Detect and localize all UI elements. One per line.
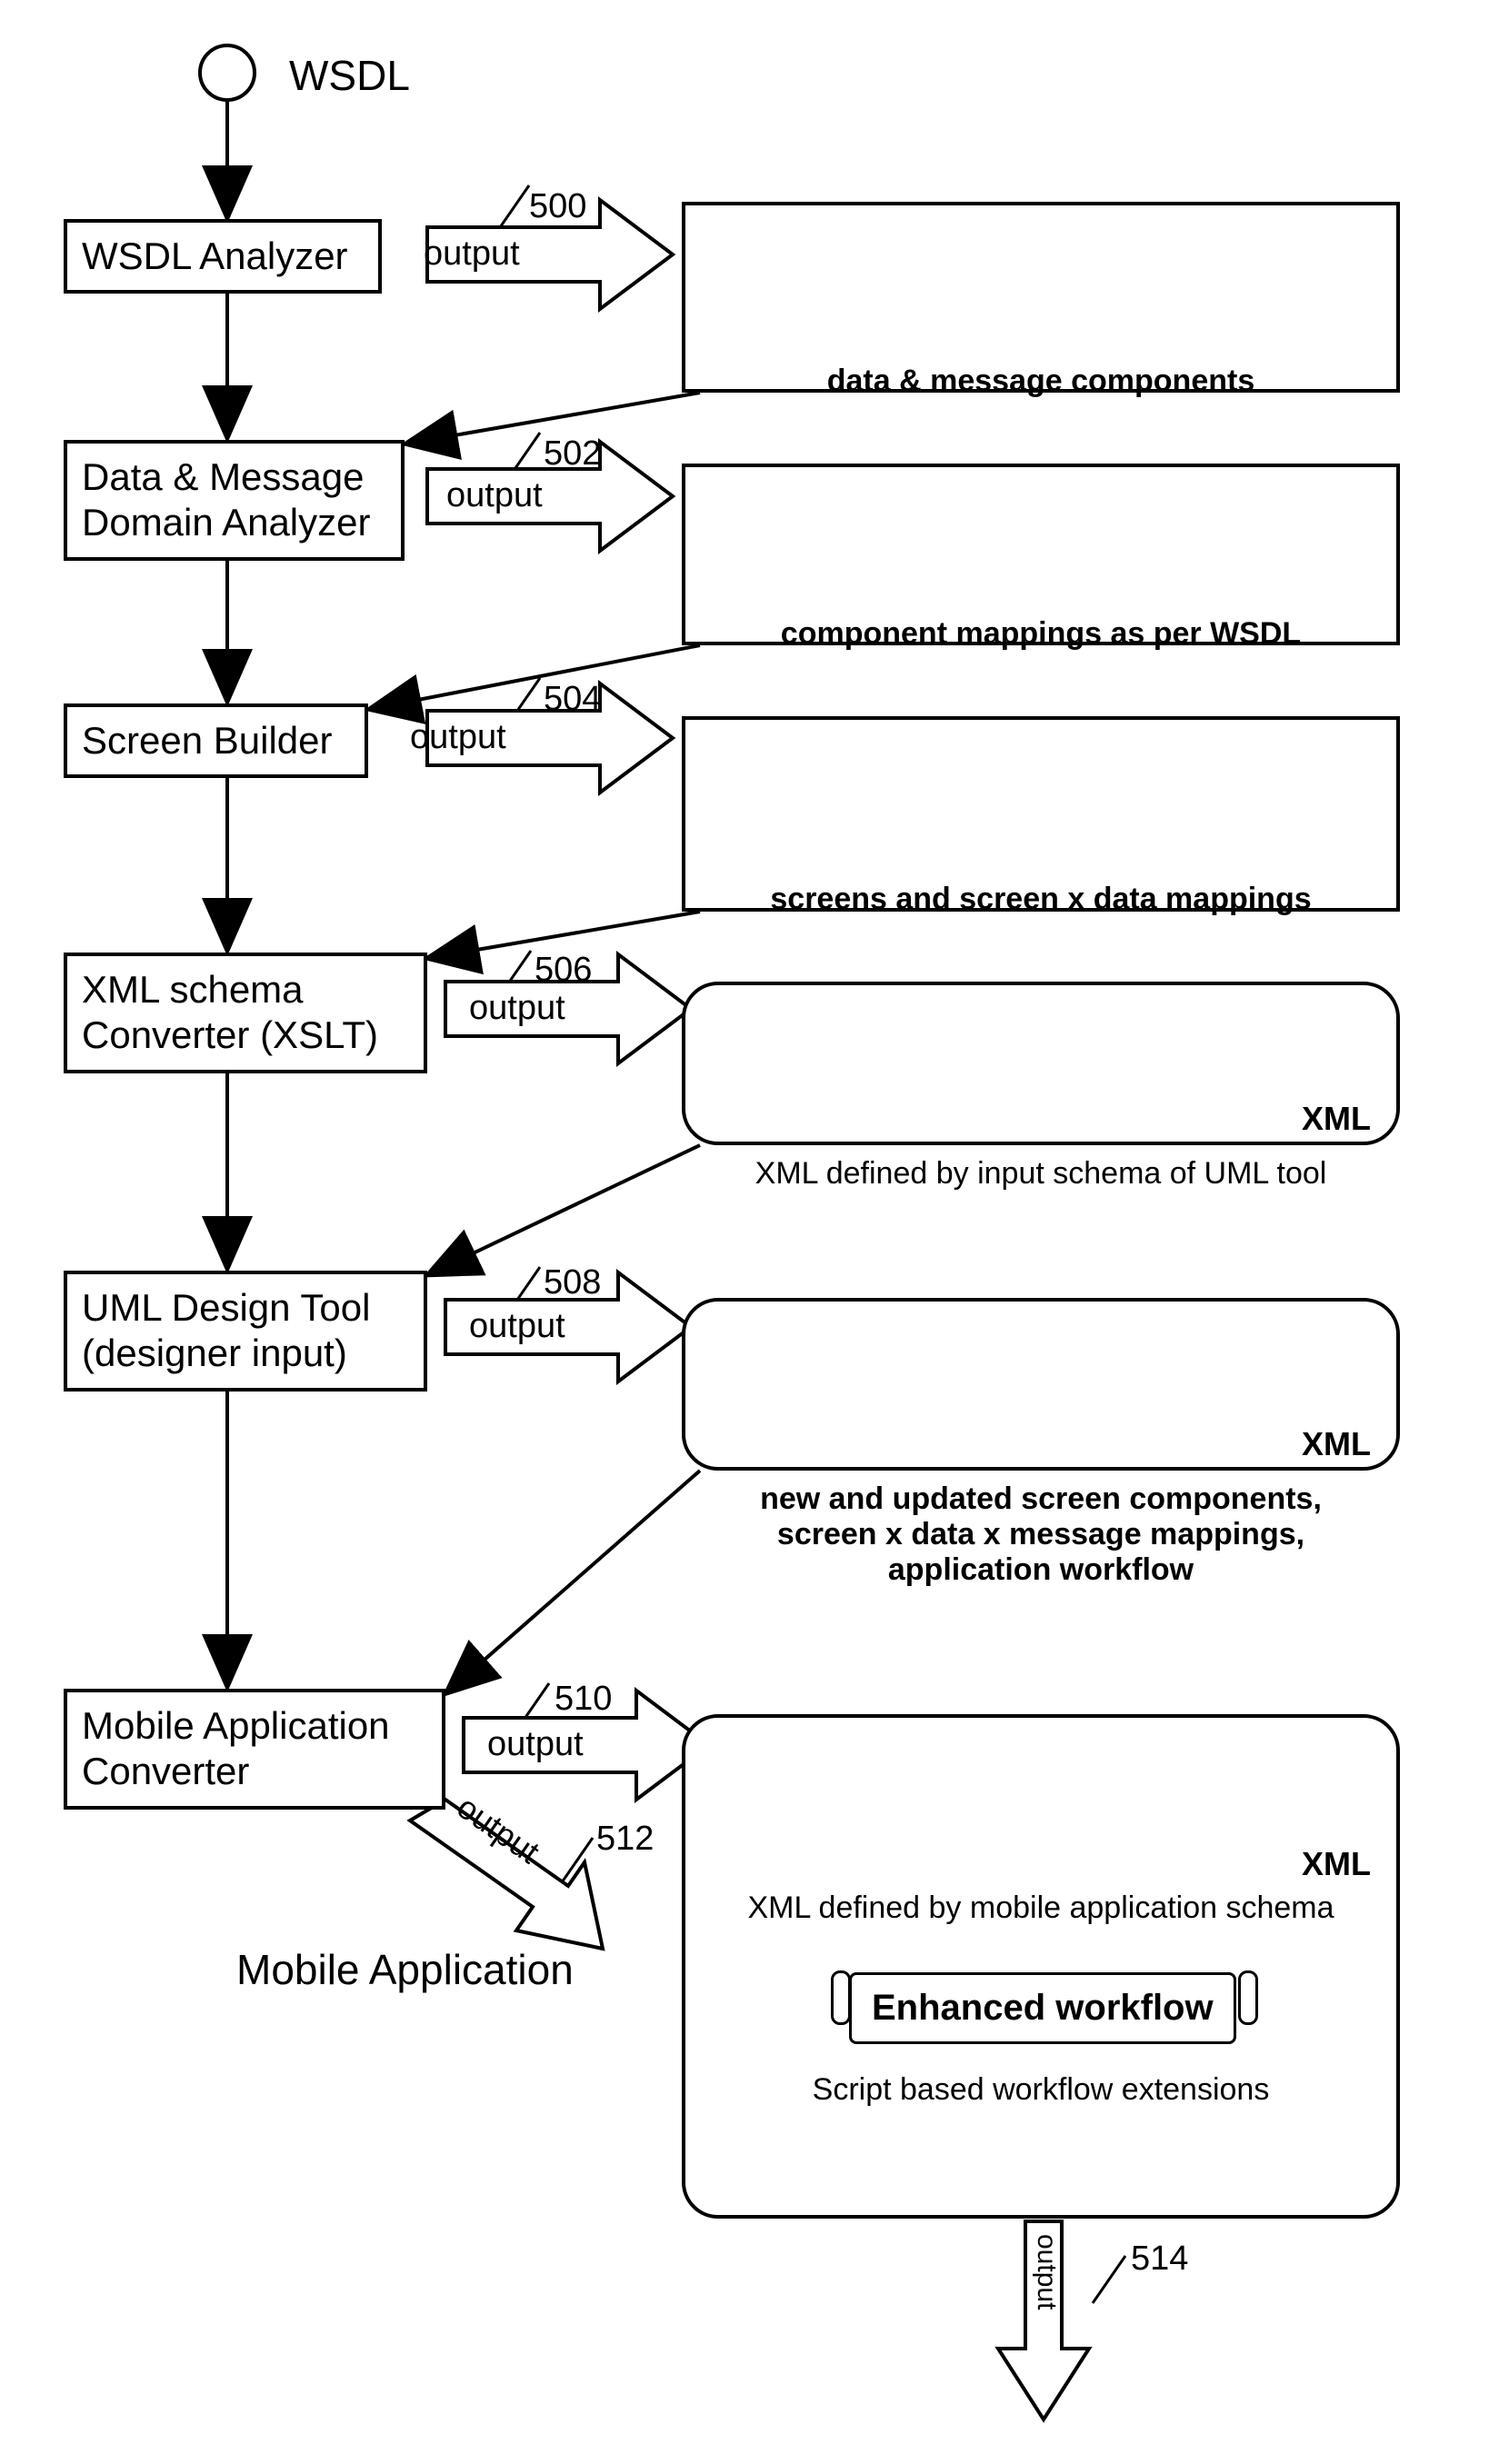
start-label: WSDL	[289, 51, 410, 100]
xml-label-o3: XML	[1302, 1100, 1371, 1138]
output-o2: screens and screen x data mappings	[682, 716, 1400, 912]
ref-510: 510	[555, 1680, 612, 1719]
output-caption-o3: XML defined by input schema of UML tool	[685, 1156, 1396, 1192]
process-p0: WSDL Analyzer	[64, 219, 382, 294]
ref-514: 514	[1131, 2240, 1188, 2279]
process-p4: UML Design Tool (designer input)	[64, 1271, 427, 1392]
arrow-label-p3: output	[469, 989, 565, 1028]
arrow-label-vertical: output	[1031, 2234, 1062, 2309]
output-caption-o1: component mappings as per WSDL	[685, 616, 1396, 652]
output-o1: component mappings as per WSDL	[682, 464, 1400, 645]
output-o3: XML defined by input schema of UML toolX…	[682, 982, 1400, 1145]
process-p2: Screen Builder	[64, 703, 368, 778]
arrow-label-p2: output	[410, 718, 506, 757]
output-caption-o4: new and updated screen components, scree…	[685, 1481, 1396, 1588]
arrow-label-p4: output	[469, 1307, 565, 1346]
process-p1: Data & Message Domain Analyzer	[64, 440, 405, 561]
arrow-label-p5: output	[487, 1725, 584, 1764]
output-o5: XML defined by mobile application schema…	[682, 1714, 1400, 2219]
ref-512: 512	[596, 1820, 654, 1859]
xml-label-o4: XML	[1302, 1425, 1371, 1463]
arrow-label-p1: output	[446, 476, 543, 515]
ref-500: 500	[529, 187, 586, 226]
ref-506: 506	[535, 951, 592, 990]
output-caption-o0: data & message components	[685, 364, 1396, 399]
output-o4: new and updated screen components, scree…	[682, 1298, 1400, 1471]
arrow-label-p0: output	[424, 234, 520, 274]
output-caption-o5: XML defined by mobile application schema	[685, 1890, 1396, 1926]
ref-508: 508	[544, 1263, 601, 1302]
final-label: Mobile Application	[236, 1945, 574, 1994]
workflow-sub: Script based workflow extensions	[685, 2072, 1396, 2108]
output-caption-o2: screens and screen x data mappings	[685, 882, 1396, 917]
workflow-scroll: Enhanced workflow	[849, 1972, 1236, 2044]
output-o0: data & message components	[682, 202, 1400, 393]
ref-502: 502	[544, 434, 601, 474]
ref-504: 504	[544, 680, 601, 719]
process-p5: Mobile Application Converter	[64, 1689, 445, 1810]
process-p3: XML schema Converter (XSLT)	[64, 953, 427, 1073]
xml-label-o5: XML	[1302, 1845, 1371, 1883]
